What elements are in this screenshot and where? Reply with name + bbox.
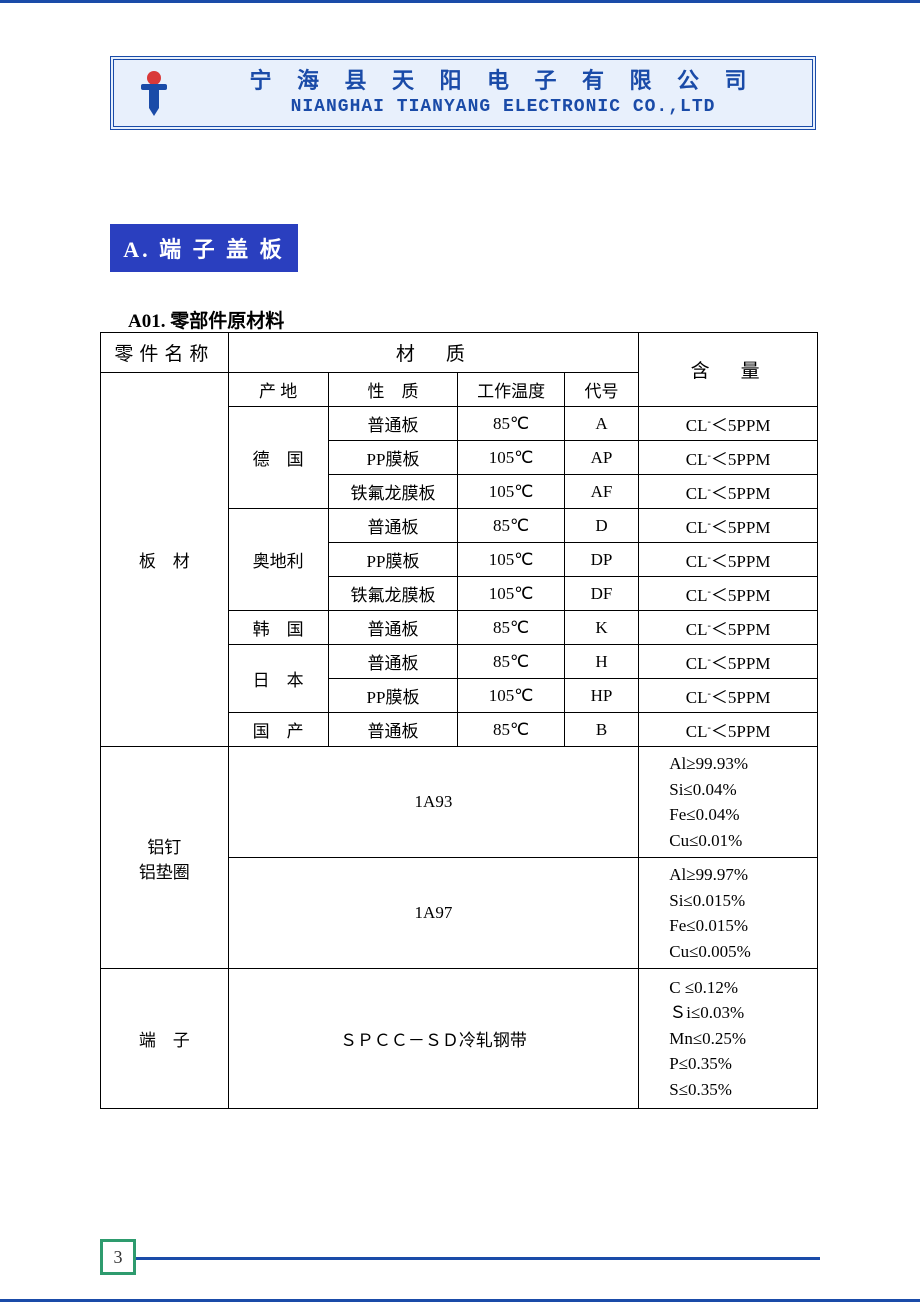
cell-property: 普通板 [328,645,458,679]
company-name-cn: 宁 海 县 天 阳 电 子 有 限 公 司 [194,67,812,96]
cell-property: 普通板 [328,407,458,441]
footer-rule [134,1257,820,1260]
cell-temp: 105℃ [458,679,564,713]
cell-content: Al≥99.97% Si≤0.015% Fe≤0.015% Cu≤0.005% [639,858,818,969]
company-name-en: NIANGHAI TIANYANG ELECTRONIC CO.,LTD [194,96,812,119]
cell-material: 1A93 [228,747,639,858]
cell-content: CL-＜5PPM [639,679,818,713]
cell-content: CL-＜5PPM [639,407,818,441]
cell-origin: 奥地利 [228,509,328,611]
th-content: 含 量 [639,333,818,407]
cell-content: CL-＜5PPM [639,543,818,577]
cell-temp: 85℃ [458,611,564,645]
cell-property: 普通板 [328,713,458,747]
cell-content: CL-＜5PPM [639,509,818,543]
cell-code: K [564,611,638,645]
cell-temp: 85℃ [458,407,564,441]
th-part: 零件名称 [101,333,229,373]
cell-code: D [564,509,638,543]
cell-content: CL-＜5PPM [639,645,818,679]
cell-content: Al≥99.93% Si≤0.04% Fe≤0.04% Cu≤0.01% [639,747,818,858]
cell-property: 铁氟龙膜板 [328,577,458,611]
th-origin: 产 地 [228,373,328,407]
cell-property: 普通板 [328,509,458,543]
group-board: 板 材 [101,373,229,747]
cell-material: 1A97 [228,858,639,969]
page-number: 3 [100,1239,136,1275]
cell-code: DF [564,577,638,611]
cell-content: C ≤0.12% Ｓi≤0.03% Mn≤0.25% P≤0.35% S≤0.3… [639,969,818,1109]
th-temp: 工作温度 [458,373,564,407]
cell-code: HP [564,679,638,713]
cell-origin: 日 本 [228,645,328,713]
th-material: 材 质 [228,333,639,373]
cell-content: CL-＜5PPM [639,441,818,475]
cell-temp: 105℃ [458,577,564,611]
section-label: A. 端 子 盖 板 [110,224,298,272]
group-nail: 铝钉 铝垫圈 [101,747,229,969]
company-header: 宁 海 县 天 阳 电 子 有 限 公 司 NIANGHAI TIANYANG … [110,56,816,130]
th-code: 代号 [564,373,638,407]
cell-temp: 85℃ [458,645,564,679]
cell-content: CL-＜5PPM [639,475,818,509]
cell-content: CL-＜5PPM [639,611,818,645]
subsection-title: A01. 零部件原材料 [128,306,284,333]
cell-code: H [564,645,638,679]
materials-table: 零件名称 材 质 含 量 板 材 产 地 性 质 工作温度 代号 德 国 普通板… [100,332,818,1109]
cell-origin: 德 国 [228,407,328,509]
cell-origin: 国 产 [228,713,328,747]
page-footer: 3 [100,1257,820,1260]
company-logo [114,70,194,116]
cell-temp: 105℃ [458,441,564,475]
cell-temp: 85℃ [458,713,564,747]
cell-origin: 韩 国 [228,611,328,645]
cell-temp: 85℃ [458,509,564,543]
cell-property: 普通板 [328,611,458,645]
cell-code: A [564,407,638,441]
cell-property: PP膜板 [328,441,458,475]
cell-temp: 105℃ [458,475,564,509]
cell-property: 铁氟龙膜板 [328,475,458,509]
cell-content: CL-＜5PPM [639,577,818,611]
cell-property: PP膜板 [328,543,458,577]
cell-code: DP [564,543,638,577]
th-property: 性 质 [328,373,458,407]
cell-property: PP膜板 [328,679,458,713]
group-terminal: 端 子 [101,969,229,1109]
table-row: 铝钉 铝垫圈 1A93 Al≥99.93% Si≤0.04% Fe≤0.04% … [101,747,818,858]
cell-content: CL-＜5PPM [639,713,818,747]
cell-material: ＳＰＣＣ－ＳＤ冷轧钢带 [228,969,639,1109]
cell-code: B [564,713,638,747]
cell-code: AF [564,475,638,509]
cell-code: AP [564,441,638,475]
cell-temp: 105℃ [458,543,564,577]
table-row: 端 子 ＳＰＣＣ－ＳＤ冷轧钢带 C ≤0.12% Ｓi≤0.03% Mn≤0.2… [101,969,818,1109]
